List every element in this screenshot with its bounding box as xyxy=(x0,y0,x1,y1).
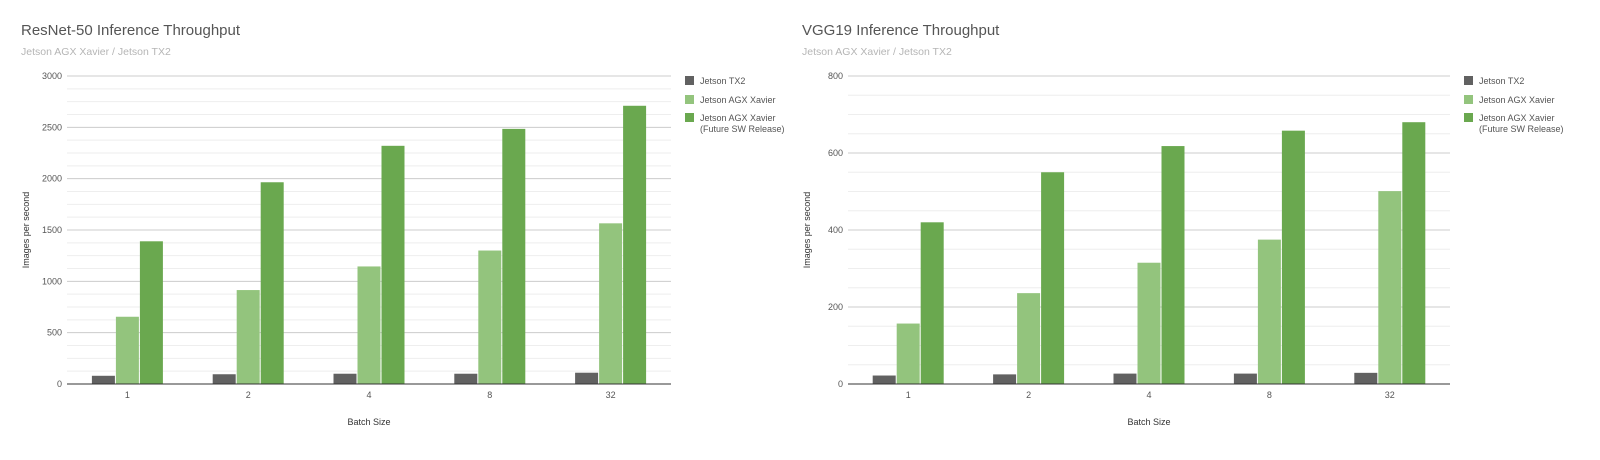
y-tick-label: 3000 xyxy=(42,71,62,81)
legend-swatch xyxy=(1464,76,1473,85)
bar xyxy=(236,290,260,384)
legend-label: Jetson TX2 xyxy=(1479,76,1524,86)
bar xyxy=(896,323,920,384)
bar xyxy=(1161,146,1185,384)
x-axis-title: Batch Size xyxy=(347,417,390,427)
bar xyxy=(599,223,623,384)
chart-subtitle: Jetson AGX Xavier / Jetson TX2 xyxy=(21,46,171,58)
y-tick-label: 200 xyxy=(828,302,843,312)
bar xyxy=(920,222,944,384)
y-axis-title: Images per second xyxy=(802,192,812,269)
x-tick-label: 4 xyxy=(366,390,371,400)
legend-label: Jetson TX2 xyxy=(700,76,745,86)
legend-label: (Future SW Release) xyxy=(700,124,785,134)
bar xyxy=(454,373,478,384)
y-tick-label: 0 xyxy=(838,379,843,389)
bar xyxy=(993,374,1017,384)
x-tick-label: 1 xyxy=(125,390,130,400)
x-tick-label: 4 xyxy=(1146,390,1151,400)
bar xyxy=(478,250,502,384)
legend-label: Jetson AGX Xavier xyxy=(700,113,776,123)
y-tick-label: 2500 xyxy=(42,122,62,132)
y-tick-label: 800 xyxy=(828,71,843,81)
vgg19-chart-panel: VGG19 Inference Throughput Jetson AGX Xav… xyxy=(798,0,1598,460)
bar xyxy=(1378,191,1402,384)
y-tick-label: 1500 xyxy=(42,225,62,235)
legend-label: Jetson AGX Xavier xyxy=(1479,113,1555,123)
bar xyxy=(1017,293,1041,384)
y-tick-label: 600 xyxy=(828,148,843,158)
y-tick-label: 1000 xyxy=(42,276,62,286)
legend-swatch xyxy=(1464,95,1473,104)
y-tick-label: 0 xyxy=(57,379,62,389)
legend-label: Jetson AGX Xavier xyxy=(1479,95,1555,105)
bar xyxy=(260,182,284,384)
bar xyxy=(333,373,357,384)
x-tick-label: 8 xyxy=(1267,390,1272,400)
bar xyxy=(1137,262,1161,384)
bar xyxy=(139,241,163,384)
bar xyxy=(1354,372,1378,384)
legend-label: Jetson AGX Xavier xyxy=(700,95,776,105)
bar xyxy=(1257,239,1281,384)
bar xyxy=(623,105,647,385)
bar xyxy=(1281,130,1305,384)
vgg19-chart: VGG19 Inference Throughput Jetson AGX Xav… xyxy=(802,22,1564,427)
bar xyxy=(1233,373,1257,384)
x-tick-label: 1 xyxy=(906,390,911,400)
legend-swatch xyxy=(685,76,694,85)
x-tick-label: 8 xyxy=(487,390,492,400)
chart-title: VGG19 Inference Throughput xyxy=(802,22,1000,39)
chart-title: ResNet-50 Inference Throughput xyxy=(21,22,241,39)
bar xyxy=(91,375,115,384)
x-tick-label: 2 xyxy=(246,390,251,400)
legend-swatch xyxy=(685,113,694,122)
legend-swatch xyxy=(1464,113,1473,122)
y-axis-title: Images per second xyxy=(21,192,31,269)
bar xyxy=(212,374,236,384)
bar xyxy=(381,145,405,384)
x-tick-label: 32 xyxy=(606,390,616,400)
x-tick-label: 32 xyxy=(1385,390,1395,400)
bar xyxy=(1402,122,1426,384)
y-tick-label: 500 xyxy=(47,328,62,338)
y-tick-label: 400 xyxy=(828,225,843,235)
x-tick-label: 2 xyxy=(1026,390,1031,400)
bar xyxy=(1041,172,1065,384)
resnet50-chart: ResNet-50 Inference Throughput Jetson AGX… xyxy=(21,22,785,427)
legend-swatch xyxy=(685,95,694,104)
legend-label: (Future SW Release) xyxy=(1479,124,1564,134)
x-axis-title: Batch Size xyxy=(1127,417,1170,427)
bar xyxy=(357,266,381,384)
bar xyxy=(1113,373,1137,384)
bar xyxy=(575,372,599,384)
resnet50-chart-panel: ResNet-50 Inference Throughput Jetson AGX… xyxy=(21,22,785,427)
bar xyxy=(872,375,896,384)
chart-subtitle: Jetson AGX Xavier / Jetson TX2 xyxy=(802,46,952,58)
y-tick-label: 2000 xyxy=(42,174,62,184)
bar xyxy=(502,128,526,384)
bar xyxy=(115,316,139,384)
